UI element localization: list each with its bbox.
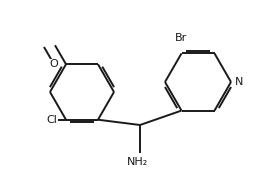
Text: Cl: Cl <box>46 115 57 125</box>
Text: O: O <box>49 59 58 69</box>
Text: Br: Br <box>175 33 188 43</box>
Text: NH₂: NH₂ <box>126 157 148 167</box>
Text: N: N <box>235 77 243 87</box>
